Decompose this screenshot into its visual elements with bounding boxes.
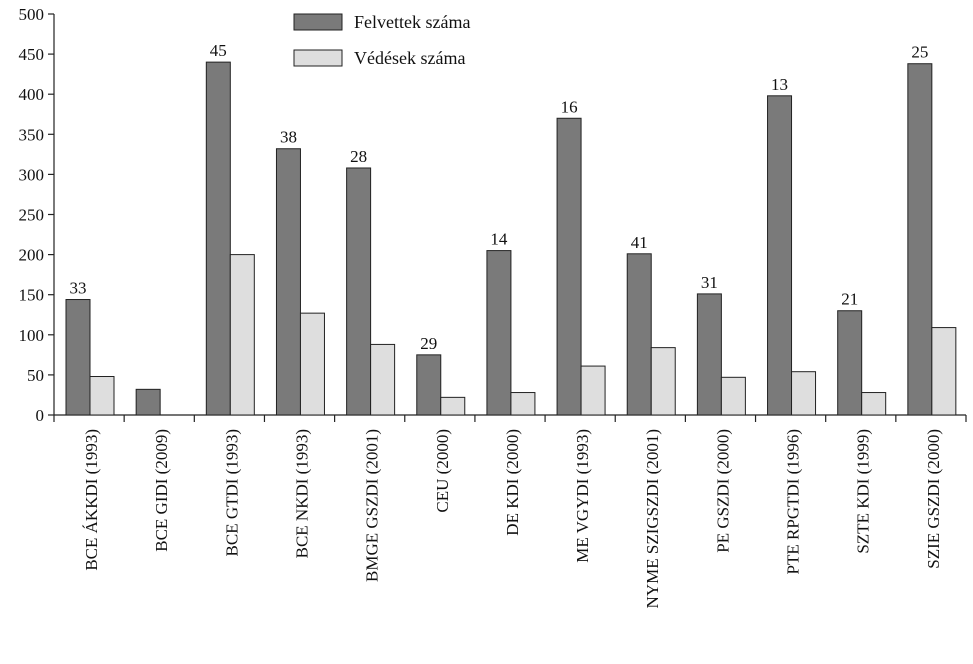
category-label: DE KDI (2000) <box>503 429 522 536</box>
y-tick-label: 500 <box>19 5 45 24</box>
category-label: BMGE GSZDI (2001) <box>363 429 382 582</box>
category-label: BCE NKDI (1993) <box>292 429 311 558</box>
category-label: SZTE KDI (1999) <box>854 429 873 554</box>
data-label: 13 <box>771 75 788 94</box>
legend-label: Védések száma <box>354 48 465 68</box>
bar-vedesek <box>370 343 396 416</box>
bar-felvettek <box>135 388 161 416</box>
y-axis: 0 50 100 150 200 250 300 350 400 450 500 <box>19 5 55 425</box>
bar-vedesek <box>89 376 115 416</box>
y-tick-label: 350 <box>19 125 45 144</box>
y-tick-label: 200 <box>19 246 45 265</box>
category-label: ME VGYDI (1993) <box>573 429 592 563</box>
bar-felvettek <box>556 117 582 416</box>
legend: Felvettek száma Védések száma <box>293 12 470 68</box>
data-label: 21 <box>841 290 858 309</box>
bar-vedesek <box>299 312 325 416</box>
bar-vedesek <box>440 396 466 416</box>
category-label: CEU (2000) <box>433 429 452 513</box>
bar-felvettek <box>696 293 722 416</box>
x-axis: BCE ÁKKDI (1993) BCE GIDI (2009) BCE GTDI … <box>53 414 967 608</box>
legend-swatch <box>293 13 343 31</box>
data-label: 41 <box>631 233 648 252</box>
data-labels: 33 45 38 28 29 14 16 41 31 13 21 25 <box>70 41 929 353</box>
category-label: BCE GTDI (1993) <box>222 429 241 556</box>
category-label: BCE ÁKKDI (1993) <box>82 429 101 571</box>
bars <box>65 61 957 416</box>
legend-swatch <box>293 49 343 67</box>
bar-felvettek <box>346 167 372 416</box>
y-tick-label: 400 <box>19 85 45 104</box>
bar-vedesek <box>510 392 536 416</box>
bar-vedesek <box>861 392 887 416</box>
bar-vedesek <box>580 365 606 416</box>
data-label: 14 <box>490 230 508 249</box>
y-tick-label: 150 <box>19 286 45 305</box>
y-tick-label: 0 <box>36 406 45 425</box>
y-tick-label: 50 <box>27 366 44 385</box>
bar-felvettek <box>486 250 512 416</box>
category-label: PE GSZDI (2000) <box>713 429 732 553</box>
category-label: SZIE GSZDI (2000) <box>924 429 943 569</box>
bar-vedesek <box>931 327 957 416</box>
data-label: 29 <box>420 334 437 353</box>
category-label: BCE GIDI (2009) <box>152 429 171 552</box>
data-label: 31 <box>701 273 718 292</box>
data-label: 33 <box>70 279 87 298</box>
data-label: 45 <box>210 41 227 60</box>
data-label: 28 <box>350 147 367 166</box>
bar-felvettek <box>907 63 933 416</box>
bar-vedesek <box>791 371 817 416</box>
bar-vedesek <box>229 254 255 416</box>
data-label: 25 <box>911 43 928 62</box>
bar-felvettek <box>205 61 231 416</box>
bar-felvettek <box>65 299 91 416</box>
data-label: 38 <box>280 128 297 147</box>
legend-label: Felvettek száma <box>354 12 470 32</box>
bar-vedesek <box>650 347 676 416</box>
bar-vedesek <box>720 376 746 416</box>
bar-felvettek <box>275 148 301 416</box>
bar-felvettek <box>767 95 793 416</box>
bar-felvettek <box>626 253 652 416</box>
category-label: PTE RPGTDI (1996) <box>784 429 803 574</box>
y-tick-label: 100 <box>19 326 45 345</box>
bar-felvettek <box>416 354 442 416</box>
data-label: 16 <box>561 97 578 116</box>
y-tick-label: 300 <box>19 165 45 184</box>
y-tick-label: 250 <box>19 206 45 225</box>
y-tick-label: 450 <box>19 45 45 64</box>
bar-felvettek <box>837 310 863 416</box>
category-label: NYME SZIGSZDI (2001) <box>643 429 662 608</box>
